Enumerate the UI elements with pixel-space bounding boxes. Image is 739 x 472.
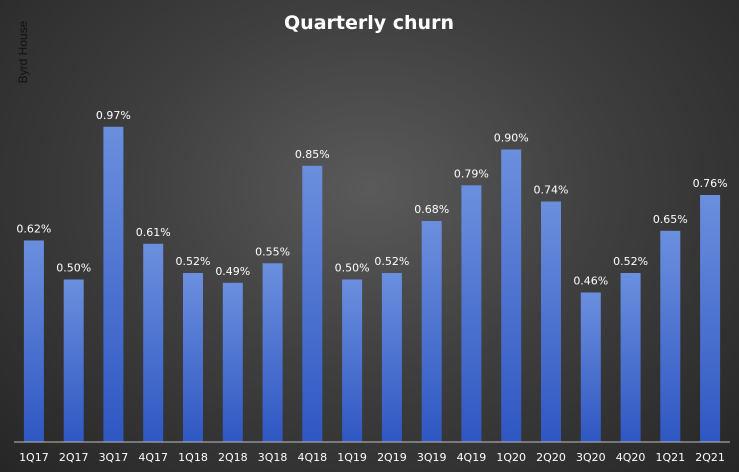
x-tick-label-1Q18: 1Q18: [178, 451, 208, 464]
bar-3Q20: [580, 292, 601, 442]
data-label-1Q20: 0.90%: [494, 132, 529, 145]
x-tick-label-2Q17: 2Q17: [59, 451, 89, 464]
data-label-2Q21: 0.76%: [693, 177, 728, 190]
data-label-2Q17: 0.50%: [56, 262, 91, 275]
data-label-1Q18: 0.52%: [176, 255, 211, 268]
side-label: Byrd House: [16, 20, 30, 83]
x-tick-label-1Q17: 1Q17: [19, 451, 49, 464]
data-label-2Q20: 0.74%: [534, 184, 569, 197]
bar-4Q20: [620, 273, 641, 442]
bar-4Q17: [143, 243, 164, 443]
data-label-3Q18: 0.55%: [255, 245, 290, 258]
x-tick-labels-group: 1Q17 2Q17 3Q17 4Q17 1Q18 2Q18 3Q18 4Q18 1Q19 2Q19…: [19, 451, 725, 464]
bars-group: [23, 126, 721, 443]
x-tick-label-2Q20: 2Q20: [536, 451, 566, 464]
x-tick-label-4Q18: 4Q18: [297, 451, 327, 464]
bar-2Q20: [541, 201, 561, 442]
x-tick-label-4Q17: 4Q17: [138, 451, 168, 464]
x-tick-label-2Q19: 2Q19: [377, 451, 407, 464]
bar-4Q18: [302, 165, 323, 443]
bar-3Q17: [103, 126, 124, 443]
data-label-4Q19: 0.79%: [454, 167, 489, 180]
data-label-1Q17: 0.62%: [16, 223, 51, 236]
data-label-1Q21: 0.65%: [653, 213, 688, 226]
x-tick-label-4Q20: 4Q20: [616, 451, 646, 464]
bar-2Q18: [222, 282, 243, 443]
x-tick-label-1Q21: 1Q21: [655, 451, 685, 464]
x-tick-label-3Q17: 3Q17: [99, 451, 129, 464]
bar-1Q19: [342, 279, 363, 442]
data-label-4Q17: 0.61%: [136, 226, 171, 239]
x-tick-label-2Q18: 2Q18: [218, 451, 248, 464]
bar-2Q19: [381, 273, 402, 442]
data-label-3Q17: 0.97%: [96, 109, 131, 122]
x-tick-label-1Q19: 1Q19: [337, 451, 367, 464]
data-label-4Q20: 0.52%: [613, 255, 648, 268]
data-label-4Q18: 0.85%: [295, 148, 330, 161]
chart-title: Quarterly churn: [284, 12, 454, 34]
x-tick-label-4Q19: 4Q19: [457, 451, 487, 464]
bar-2Q17: [63, 279, 84, 442]
bar-3Q18: [262, 263, 283, 443]
data-labels-group: 0.62% 0.50% 0.97% 0.61% 0.52% 0.49% 0.55% 0.85%…: [16, 109, 727, 288]
x-tick-label-3Q18: 3Q18: [258, 451, 288, 464]
x-tick-label-3Q20: 3Q20: [576, 451, 606, 464]
bar-1Q18: [183, 273, 203, 442]
data-label-2Q18: 0.49%: [215, 265, 250, 278]
bar-4Q19: [461, 185, 482, 443]
data-label-3Q20: 0.46%: [573, 275, 608, 288]
bar-1Q20: [501, 149, 522, 442]
bar-3Q19: [421, 221, 442, 442]
x-tick-label-3Q19: 3Q19: [417, 451, 447, 464]
bar-2Q21: [700, 195, 721, 442]
bar-1Q17: [23, 240, 44, 442]
x-tick-label-1Q20: 1Q20: [496, 451, 526, 464]
x-tick-label-2Q21: 2Q21: [695, 451, 725, 464]
data-label-1Q19: 0.50%: [335, 262, 370, 275]
bar-1Q21: [660, 230, 681, 443]
data-label-2Q19: 0.52%: [374, 255, 409, 268]
data-label-3Q19: 0.68%: [414, 203, 449, 216]
